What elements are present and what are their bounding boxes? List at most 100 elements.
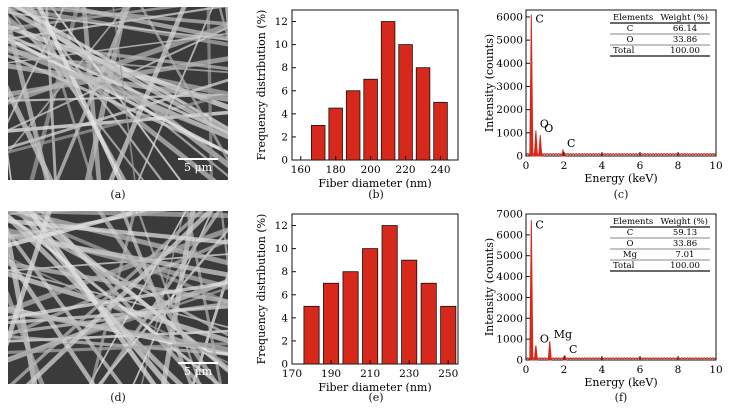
histogram-b: 160 180 200 220 240 0 2 4 6 8 10 12 Fiber diameter (… bbox=[255, 9, 459, 188]
table-cell: 33.86 bbox=[673, 35, 697, 45]
peak-C-0 bbox=[529, 220, 534, 361]
table-total-value: 100.00 bbox=[670, 261, 700, 271]
table-cell: C bbox=[627, 228, 634, 238]
y-tick-label: 5000 bbox=[496, 250, 523, 262]
caption-a: (a) bbox=[110, 188, 126, 201]
peak-O-2 bbox=[538, 135, 543, 157]
table-cell: 33.86 bbox=[673, 239, 697, 249]
y-tick-label: 2 bbox=[281, 131, 288, 143]
x-tick-label: 160 bbox=[291, 164, 311, 176]
scale-bar-a: 5 μm bbox=[178, 158, 218, 174]
table-total-label: Total bbox=[613, 261, 635, 271]
y-tick-label: 2 bbox=[281, 335, 288, 347]
scale-bar-d: 5 μm bbox=[178, 362, 218, 378]
table-total-label: Total bbox=[613, 46, 635, 56]
peak-C-0 bbox=[529, 14, 534, 157]
table-cell: Mg bbox=[623, 250, 638, 260]
y-tick-label: 6000 bbox=[496, 11, 523, 23]
y-axis-label: Intensity (counts) bbox=[483, 238, 496, 336]
sem-image-d: 5 μm bbox=[8, 211, 228, 384]
x-tick-label: 0 bbox=[523, 160, 530, 172]
y-tick-label: 0 bbox=[516, 355, 523, 367]
y-tick-label: 2000 bbox=[496, 104, 523, 116]
x-tick-label: 0 bbox=[523, 364, 530, 376]
peak-label: O bbox=[544, 122, 553, 135]
x-tick-label: 10 bbox=[709, 160, 722, 172]
y-tick-label: 10 bbox=[275, 39, 288, 51]
y-tick-label: 7000 bbox=[496, 209, 523, 221]
y-tick-label: 6000 bbox=[496, 229, 523, 241]
x-tick-label: 240 bbox=[431, 164, 451, 176]
y-tick-label: 8 bbox=[281, 266, 288, 278]
y-tick-label: 8 bbox=[281, 62, 288, 74]
spectrum-baseline bbox=[525, 357, 717, 360]
table-header: Weight (%) bbox=[660, 216, 708, 227]
bar-210 bbox=[362, 248, 379, 365]
y-tick-label: 12 bbox=[275, 16, 288, 28]
x-axis-label: Energy (keV) bbox=[584, 376, 657, 389]
peak-O-1 bbox=[533, 130, 538, 157]
bar-240 bbox=[433, 101, 448, 161]
bar-200 bbox=[363, 78, 378, 161]
table-cell: O bbox=[627, 35, 634, 45]
y-tick-label: 0 bbox=[281, 359, 288, 371]
y-tick-label: 1000 bbox=[496, 127, 523, 139]
y-tick-label: 5000 bbox=[496, 35, 523, 47]
bar-180 bbox=[328, 107, 343, 161]
plot-frame bbox=[525, 213, 717, 361]
bar-250 bbox=[440, 305, 457, 365]
bar-180 bbox=[303, 305, 320, 365]
bar-210 bbox=[380, 21, 396, 161]
histogram-e: 170 190 210 230 250 0 2 4 6 8 10 12 Fiber diameter (… bbox=[255, 213, 459, 392]
caption-f: (f) bbox=[614, 391, 628, 404]
y-tick-label: 4 bbox=[281, 312, 288, 324]
peak-label: C bbox=[569, 343, 577, 356]
bar-220 bbox=[398, 44, 413, 161]
y-tick-label: 4000 bbox=[496, 58, 523, 70]
y-axis-label: Intensity (counts) bbox=[483, 34, 496, 132]
x-tick-label: 170 bbox=[282, 368, 302, 380]
bar-220 bbox=[381, 225, 398, 365]
y-tick-label: 0 bbox=[516, 151, 523, 163]
table-total-value: 100.00 bbox=[670, 46, 700, 56]
peak-Mg-2 bbox=[547, 341, 552, 361]
bar-190 bbox=[323, 282, 340, 365]
bar-190 bbox=[345, 90, 361, 161]
y-tick-label: 3000 bbox=[496, 292, 523, 304]
x-tick-label: 8 bbox=[675, 160, 682, 172]
y-tick-label: 6 bbox=[281, 289, 288, 301]
bar-200 bbox=[342, 271, 359, 365]
peak-label: O bbox=[540, 332, 549, 345]
y-axis-label: Frequency distribution (%) bbox=[255, 214, 268, 365]
x-tick-label: 10 bbox=[709, 364, 722, 376]
table-cell: 7.01 bbox=[676, 250, 695, 260]
x-tick-label: 8 bbox=[675, 364, 682, 376]
x-axis-label: Fiber diameter (nm) bbox=[318, 381, 431, 392]
peak-label: Mg bbox=[554, 328, 572, 341]
x-tick-label: 210 bbox=[360, 368, 380, 380]
x-tick-label: 230 bbox=[399, 368, 419, 380]
bar-230 bbox=[401, 259, 418, 365]
bar-230 bbox=[415, 67, 431, 161]
caption-d: (d) bbox=[110, 391, 126, 404]
y-tick-label: 6 bbox=[281, 85, 288, 97]
y-tick-label: 4 bbox=[281, 108, 288, 120]
y-tick-label: 2000 bbox=[496, 313, 523, 325]
caption-e: (e) bbox=[368, 391, 384, 404]
y-tick-label: 0 bbox=[281, 155, 288, 167]
table-cell: O bbox=[627, 239, 634, 249]
peak-label: C bbox=[535, 13, 543, 26]
x-axis-label: Fiber diameter (nm) bbox=[318, 177, 431, 188]
peak-O-1 bbox=[533, 345, 538, 361]
x-tick-label: 6 bbox=[637, 364, 644, 376]
y-axis-label: Frequency distribution (%) bbox=[255, 10, 268, 161]
x-tick-label: 6 bbox=[637, 160, 644, 172]
y-tick-label: 3000 bbox=[496, 81, 523, 93]
y-tick-label: 12 bbox=[275, 220, 288, 232]
caption-b: (b) bbox=[368, 188, 384, 201]
y-tick-label: 1000 bbox=[496, 334, 523, 346]
peak-label: C bbox=[567, 137, 575, 150]
scale-bar-label-a: 5 μm bbox=[183, 161, 213, 174]
x-tick-label: 2 bbox=[561, 160, 568, 172]
